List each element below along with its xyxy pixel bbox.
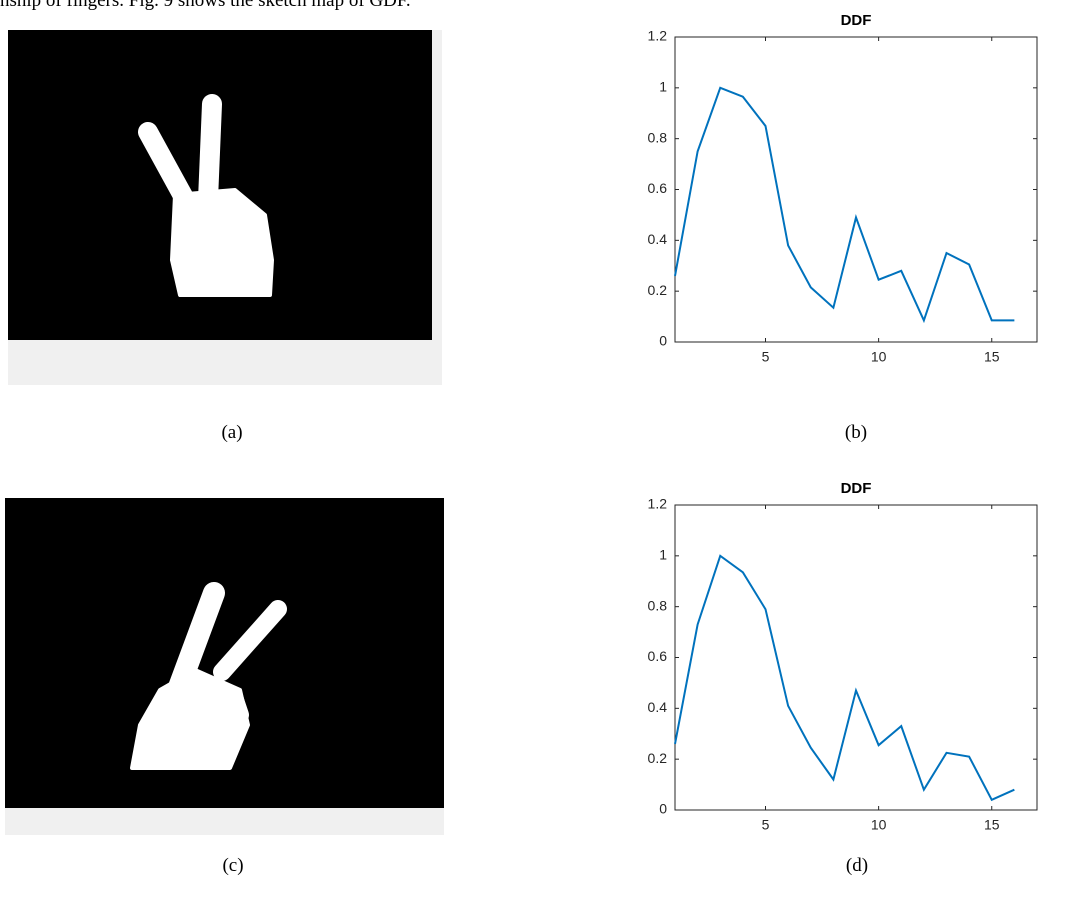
y-tick-label: 0.2 [648,282,668,298]
chart-title: DDF [841,12,872,29]
caption: (d) [846,855,868,876]
plot-area [675,505,1037,810]
y-tick-label: 0.2 [648,750,668,766]
header-text: nship of fingers. Fig. 9 shows the sketc… [0,0,411,11]
y-tick-label: 0.8 [648,129,668,145]
y-tick-label: 0 [659,333,667,349]
y-tick-label: 0.6 [648,180,668,196]
y-tick-label: 1.2 [648,28,668,44]
y-tick-label: 0.8 [648,597,668,613]
x-tick-label: 15 [984,817,1000,833]
y-tick-label: 1 [659,547,667,563]
page: nship of fingers. Fig. 9 shows the sketc… [0,0,1067,902]
y-tick-label: 0.4 [648,231,668,247]
x-tick-label: 5 [762,349,770,365]
x-tick-label: 15 [984,349,1000,365]
y-tick-label: 1 [659,79,667,95]
image-c [5,498,444,835]
image-a [8,30,442,385]
chart-title: DDF [841,480,872,497]
y-tick-label: 0 [659,801,667,817]
caption: (c) [222,855,243,876]
x-tick-label: 5 [762,817,770,833]
x-tick-label: 10 [871,349,887,365]
y-tick-label: 0.6 [648,648,668,664]
caption: (b) [845,422,867,443]
caption: (a) [221,422,242,443]
y-tick-label: 0.4 [648,699,668,715]
x-tick-label: 10 [871,817,887,833]
y-tick-label: 1.2 [648,496,668,512]
